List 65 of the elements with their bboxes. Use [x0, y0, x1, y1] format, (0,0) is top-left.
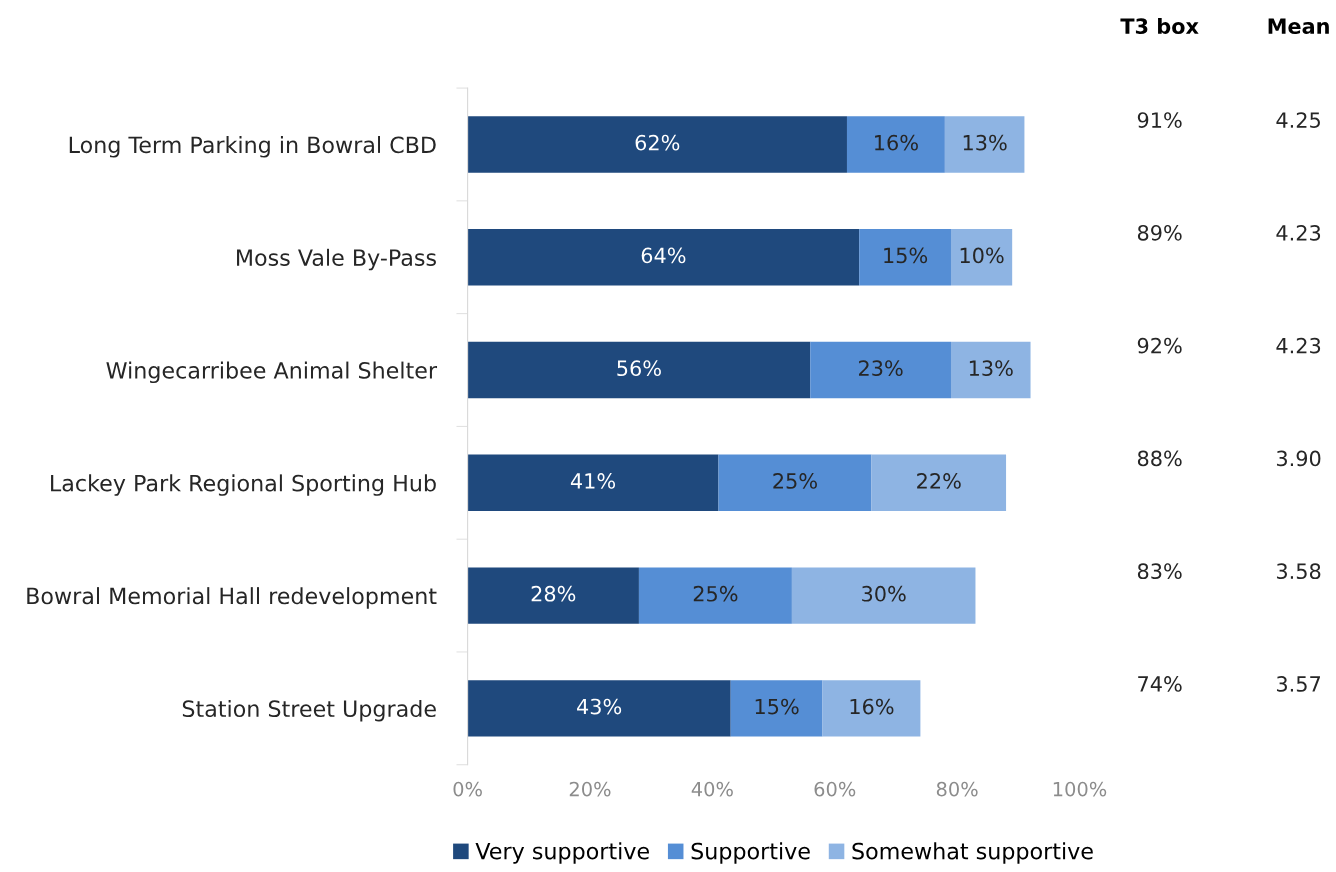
x-tick-label: 40%	[691, 781, 733, 797]
bar	[944, 116, 1025, 173]
bar	[950, 229, 1013, 286]
data-label: 15%	[755, 698, 799, 715]
data-label: 16%	[850, 698, 894, 715]
data-label: 25%	[693, 585, 738, 602]
data-label: 64%	[641, 247, 686, 264]
text: Mean	[1268, 18, 1329, 35]
bar	[638, 567, 792, 624]
text: 88%	[1137, 450, 1182, 467]
bar	[467, 341, 811, 399]
text: 83%	[1137, 563, 1182, 580]
text: 89%	[1137, 224, 1182, 241]
text: 3.58	[1276, 563, 1321, 580]
bar	[467, 116, 847, 173]
x-tick-label: 80%	[936, 781, 978, 797]
bar	[730, 680, 823, 737]
data-label: 23%	[859, 360, 903, 377]
y-tick-label: Moss Vale By-Pass	[237, 248, 436, 271]
bar	[950, 341, 1031, 399]
data-label: 56%	[617, 360, 661, 377]
text: 4.25	[1276, 112, 1320, 128]
legend-label: Very supportive	[475, 842, 649, 864]
y-tick-label: Station Street Upgrade	[182, 699, 436, 722]
data-label: 30%	[862, 585, 906, 602]
y-tick-label: Wingecarribee Animal Shelter	[106, 361, 438, 384]
y-tick-label: Lackey Park Regional Sporting Hub	[51, 474, 436, 496]
bar	[810, 341, 951, 399]
bar	[846, 116, 945, 173]
text: 3.57	[1276, 676, 1321, 692]
data-label: 41%	[570, 473, 616, 489]
y-tick-label: Long Term Parking in Bowral CBD	[69, 136, 436, 158]
bar	[467, 680, 731, 737]
text: 74%	[1138, 676, 1182, 692]
text: 91%	[1137, 112, 1182, 128]
text: 92%	[1137, 337, 1182, 354]
bar	[467, 567, 639, 624]
x-tick-label: 0%	[453, 781, 482, 797]
x-tick-label: 100%	[1053, 781, 1107, 797]
data-label: 25%	[773, 473, 817, 489]
text: 4.23	[1276, 224, 1321, 241]
x-tick-label: 20%	[569, 781, 611, 797]
data-label: 15%	[884, 247, 928, 264]
bar	[859, 229, 951, 286]
x-tick-label: 60%	[814, 781, 856, 797]
text: 3.90	[1276, 450, 1321, 467]
data-label: 13%	[969, 360, 1013, 377]
data-label: 22%	[917, 473, 961, 489]
data-label: 62%	[635, 134, 680, 151]
text: 4.23	[1276, 337, 1321, 354]
data-label: 13%	[963, 134, 1007, 151]
bar	[718, 454, 872, 511]
data-label: 43%	[577, 698, 622, 715]
data-label: 10%	[960, 247, 1004, 264]
data-label: 16%	[875, 134, 918, 151]
bar	[791, 567, 976, 624]
bar	[467, 454, 719, 511]
bar	[467, 229, 860, 286]
bar	[871, 454, 1007, 511]
legend-label: Supportive	[691, 842, 810, 864]
text: T3 box	[1120, 17, 1199, 35]
legend-label: Somewhat supportive	[852, 842, 1093, 864]
y-tick-label: Bowral Memorial Hall redevelopment	[27, 587, 437, 609]
data-label: 28%	[531, 585, 576, 602]
bar	[822, 680, 921, 737]
